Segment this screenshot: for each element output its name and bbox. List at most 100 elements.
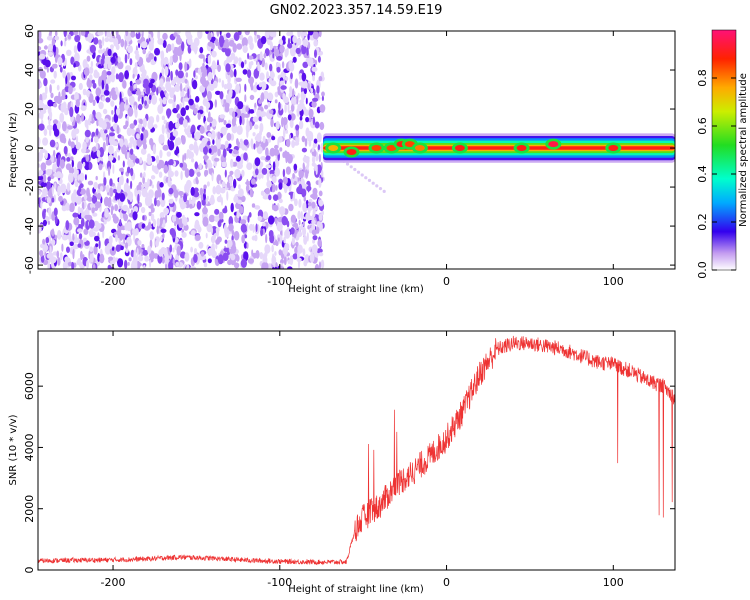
noise-blob [53,70,57,79]
noise-blob [224,105,230,113]
noise-blob [40,200,43,210]
noise-blob [48,110,53,120]
noise-blob [267,137,272,143]
noise-blob [311,147,315,152]
noise-blob [307,201,312,207]
noise-blob [316,248,323,254]
noise-blob [77,228,83,233]
noise-blob [274,144,279,150]
noise-blob [275,121,280,130]
noise-blob [42,188,48,197]
trail-dot [364,176,368,180]
noise-blob [156,180,161,191]
noise-blob [108,235,113,245]
noise-blob [129,148,134,155]
noise-blob [264,244,271,254]
noise-blob [50,256,57,264]
noise-blob [300,210,303,221]
noise-blob [310,194,315,199]
noise-blob [271,244,274,253]
noise-blob [284,229,291,239]
noise-blob [91,195,98,204]
noise-blob [57,185,61,196]
noise-blob [197,67,202,75]
noise-blob [208,148,212,154]
noise-blob [280,85,287,90]
noise-blob [148,53,154,60]
noise-blob [126,221,132,232]
noise-blob [237,101,244,110]
trail-dot [345,162,350,166]
noise-blob [75,135,79,145]
noise-blob [318,75,323,82]
noise-blob [281,215,288,226]
noise-blob [160,197,166,208]
noise-blob [199,125,205,134]
noise-blob [154,197,157,207]
noise-blob [302,248,306,257]
noise-blob [220,187,226,194]
noise-blob [247,215,250,223]
spectrogram-frame [37,30,676,270]
noise-blob [202,155,209,160]
noise-blob [148,189,154,199]
noise-blob [174,149,179,156]
noise-blob [202,82,209,88]
noise-blob [70,156,74,162]
noise-blob [111,246,115,251]
noise-blob [274,158,280,168]
noise-blob [274,217,278,224]
noise-blob [177,153,180,158]
noise-blob [235,83,240,93]
noise-blob [178,62,183,71]
noise-blob [319,104,326,113]
noise-blob [136,184,142,192]
noise-blob [38,31,42,40]
noise-blob [112,164,115,174]
noise-blob [40,254,45,263]
noise-blob [282,38,286,44]
noise-blob [318,199,324,207]
noise-blob [291,236,295,246]
noise-blob [197,31,203,40]
noise-blob [203,262,208,268]
noise-blob [127,107,134,117]
noise-blob [221,79,225,88]
noise-blob [119,104,123,110]
noise-blob [296,38,302,46]
noise-blob [272,266,278,269]
noise-blob [88,229,94,238]
peak-core [404,141,415,148]
noise-blob [240,61,245,69]
noise-blob [120,245,124,251]
noise-blob [288,60,293,70]
noise-blob [40,162,47,172]
noise-blob [132,211,138,221]
noise-blob [89,246,94,252]
noise-blob [202,216,209,227]
noise-blob [182,97,185,108]
noise-blob [157,38,164,45]
noise-blob [102,108,108,115]
noise-blob [182,217,185,223]
noise-blob [267,92,274,102]
noise-blob [231,235,234,242]
noise-blob [151,184,154,189]
noise-blob [186,264,190,269]
noise-blob [229,181,233,187]
noise-blob [119,138,124,148]
noise-blob [105,136,109,147]
noise-blob [57,257,61,266]
noise-blob [156,224,159,235]
noise-blob [233,32,240,41]
x-tick-label: -100 [267,576,292,589]
noise-blob [318,213,323,221]
noise-blob [264,31,270,39]
noise-blob [101,121,107,130]
noise-blob [302,221,305,226]
noise-blob [305,116,310,123]
noise-blob [208,214,216,223]
peak-core [548,141,559,148]
noise-blob [248,109,255,114]
